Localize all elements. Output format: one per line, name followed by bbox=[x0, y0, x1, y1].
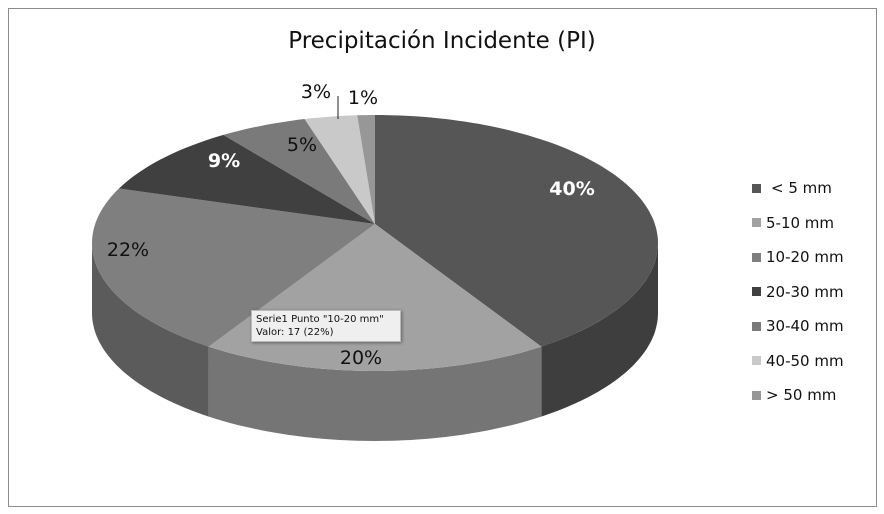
legend: < 5 mm 5-10 mm 10-20 mm 20-30 mm 30-40 mm 40-… bbox=[752, 171, 844, 413]
legend-label: 20-30 mm bbox=[766, 282, 844, 301]
legend-swatch bbox=[752, 390, 761, 400]
data-label-3: 9% bbox=[207, 150, 241, 172]
legend-swatch bbox=[752, 218, 761, 228]
legend-item: < 5 mm bbox=[752, 171, 844, 206]
chart-title: Precipitación Incidente (PI) bbox=[288, 28, 596, 54]
pie-slice-3[interactable] bbox=[118, 134, 376, 224]
legend-label: 40-50 mm bbox=[766, 351, 844, 370]
legend-swatch bbox=[752, 356, 761, 366]
pie-side-2 bbox=[92, 243, 209, 417]
pie-slice-6[interactable] bbox=[357, 115, 375, 224]
pie-slice-5[interactable] bbox=[304, 115, 375, 224]
data-label-2: 22% bbox=[106, 239, 150, 261]
legend-item: 10-20 mm bbox=[752, 240, 844, 275]
data-label-0: 40% bbox=[549, 178, 595, 200]
legend-swatch bbox=[752, 183, 761, 193]
tooltip-line2: Valor: 17 (22%) bbox=[256, 327, 334, 338]
legend-label: 30-40 mm bbox=[766, 317, 844, 336]
legend-item: > 50 mm bbox=[752, 378, 844, 413]
tooltip-line1: Serie1 Punto "10-20 mm" bbox=[256, 314, 384, 325]
legend-swatch bbox=[752, 287, 761, 297]
legend-label: > 50 mm bbox=[766, 386, 837, 405]
legend-swatch bbox=[752, 321, 761, 331]
legend-item: 30-40 mm bbox=[752, 309, 844, 344]
pie-slice-4[interactable] bbox=[223, 119, 375, 224]
legend-label: 5-10 mm bbox=[766, 213, 835, 232]
legend-item: 20-30 mm bbox=[752, 275, 844, 310]
data-label-4: 5% bbox=[286, 134, 318, 156]
legend-swatch bbox=[752, 252, 761, 262]
legend-item: 40-50 mm bbox=[752, 344, 844, 379]
pie-side-0 bbox=[541, 243, 658, 417]
legend-item: 5-10 mm bbox=[752, 206, 844, 241]
legend-label: < 5 mm bbox=[771, 179, 832, 198]
data-label-1: 20% bbox=[339, 347, 383, 369]
data-label-5: 3% bbox=[300, 81, 332, 103]
legend-label: 10-20 mm bbox=[766, 248, 844, 267]
tooltip: Serie1 Punto "10-20 mm" Valor: 17 (22%) bbox=[251, 310, 401, 342]
data-label-6: 1% bbox=[347, 87, 379, 109]
pie-slice-0[interactable] bbox=[375, 115, 658, 347]
pie-slice-2[interactable] bbox=[92, 188, 375, 347]
pie-side-1 bbox=[208, 346, 542, 441]
